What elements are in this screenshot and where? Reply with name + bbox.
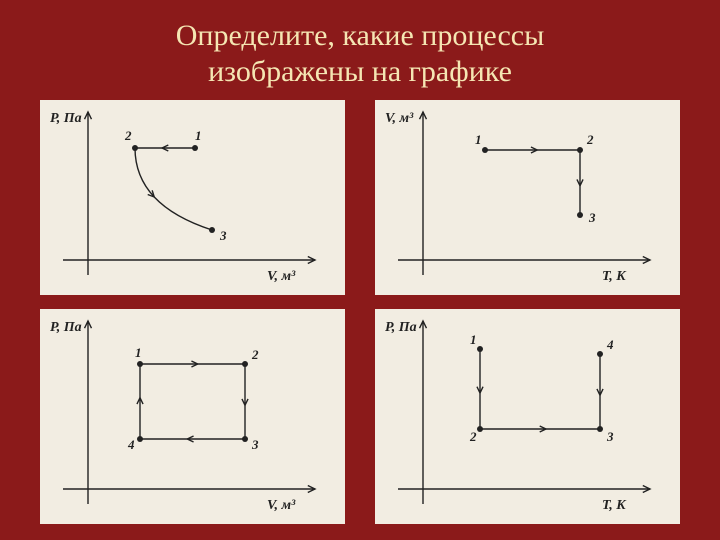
y-axis-label: P, Па xyxy=(385,320,417,335)
diagram-v-t: V, м³ T, K 1 2 3 xyxy=(375,100,680,295)
y-axis-label: V, м³ xyxy=(385,111,414,126)
point-label: 1 xyxy=(470,332,477,347)
point-label: 4 xyxy=(606,337,614,352)
point-label: 3 xyxy=(606,429,614,444)
diagram-p-t: P, Па T, K 1 2 3 4 xyxy=(375,309,680,524)
point-label: 4 xyxy=(127,437,135,452)
diagram-grid: P, ПаV, м³123V, м³T, K123P, ПаV, м³1234P… xyxy=(40,100,680,524)
process-point xyxy=(242,361,248,367)
page-title: Определите, какие процессы изображены на… xyxy=(0,0,720,90)
x-axis-label: T, K xyxy=(602,269,627,284)
diagram-panel: P, Па V, м³ 1 2 3 4 xyxy=(40,309,345,524)
diagram-p-v-curve: P, Па V, м³ 1 2 3 xyxy=(40,100,345,295)
process-point xyxy=(477,426,483,432)
point-label: 2 xyxy=(586,132,594,147)
x-axis-label: T, K xyxy=(602,498,627,513)
process-point xyxy=(577,147,583,153)
point-label: 3 xyxy=(219,228,227,243)
title-line-2: изображены на графике xyxy=(208,55,512,88)
process-point xyxy=(192,145,198,151)
x-axis-label: V, м³ xyxy=(267,269,296,284)
process-point xyxy=(577,212,583,218)
process-point xyxy=(597,351,603,357)
point-label: 1 xyxy=(475,132,482,147)
x-axis-label: V, м³ xyxy=(267,498,296,513)
process-point xyxy=(597,426,603,432)
process-point xyxy=(132,145,138,151)
diagram-panel: P, Па V, м³ 1 2 3 xyxy=(40,100,345,295)
title-line-1: Определите, какие процессы xyxy=(176,19,545,52)
y-axis-label: P, Па xyxy=(50,111,82,126)
process-point xyxy=(242,436,248,442)
point-label: 1 xyxy=(135,345,142,360)
diagram-panel: V, м³ T, K 1 2 3 xyxy=(375,100,680,295)
process-point xyxy=(137,436,143,442)
diagram-panel: P, Па T, K 1 2 3 4 xyxy=(375,309,680,524)
point-label: 2 xyxy=(124,128,132,143)
process-point xyxy=(137,361,143,367)
point-label: 1 xyxy=(195,128,202,143)
point-label: 3 xyxy=(251,437,259,452)
y-axis-label: P, Па xyxy=(50,320,82,335)
process-point xyxy=(209,227,215,233)
point-label: 2 xyxy=(469,429,477,444)
process-point xyxy=(482,147,488,153)
point-label: 3 xyxy=(588,210,596,225)
diagram-p-v-cycle: P, Па V, м³ 1 2 3 4 xyxy=(40,309,345,524)
point-label: 2 xyxy=(251,347,259,362)
process-point xyxy=(477,346,483,352)
